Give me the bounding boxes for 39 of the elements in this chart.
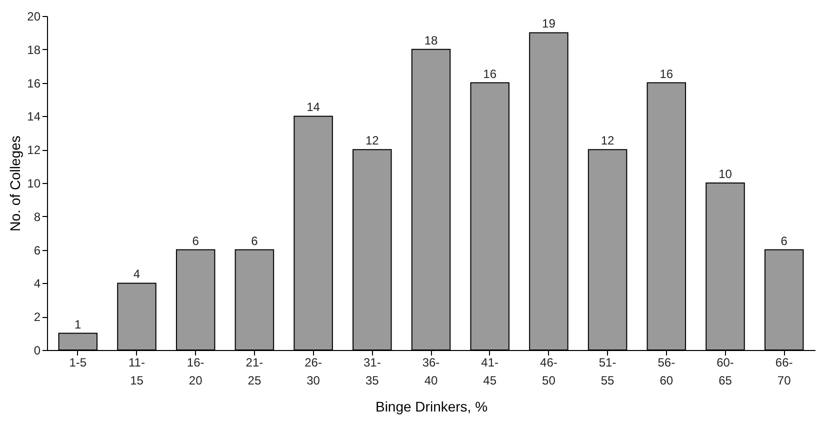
x-tick-label: 66- 70 (775, 356, 793, 388)
y-tick-label: 16 (27, 76, 41, 90)
y-tick-label: 0 (34, 344, 41, 358)
data-label: 6 (192, 234, 200, 248)
y-tick-label: 14 (27, 110, 41, 124)
data-label: 16 (483, 66, 497, 81)
y-tick-label: 12 (27, 143, 41, 158)
data-label: 12 (365, 134, 380, 148)
y-tick-label: 20 (27, 10, 41, 24)
y-tick-label: 18 (27, 42, 41, 57)
data-label: 12 (600, 134, 615, 148)
x-tick-label: 31- 35 (363, 356, 381, 388)
y-tick-label: 8 (34, 210, 41, 224)
data-label: 14 (306, 100, 320, 114)
data-label: 18 (424, 33, 438, 48)
x-tick-label: 1-5 (69, 356, 87, 370)
x-tick-label: 60- 65 (716, 356, 734, 388)
x-tick-label: 51- 55 (598, 356, 616, 388)
x-axis-title: Binge Drinkers, % (375, 398, 488, 414)
y-tick-label: 2 (34, 310, 41, 324)
data-label: 6 (251, 234, 258, 248)
x-tick-label: 26- 30 (304, 356, 322, 388)
x-tick-label: 41- 45 (481, 356, 499, 388)
x-tick-label: 21- 25 (246, 356, 264, 388)
data-label: 16 (660, 66, 674, 81)
x-tick-label: 46- 50 (540, 356, 558, 388)
data-label: 10 (718, 167, 732, 181)
y-tick-label: 10 (27, 176, 41, 190)
data-label: 1 (74, 317, 82, 332)
x-tick-label: 56- 60 (658, 356, 676, 388)
x-tick-label: 36- 40 (422, 356, 440, 388)
data-label: 19 (542, 16, 556, 31)
data-label: 6 (780, 234, 788, 248)
y-tick-label: 4 (34, 276, 41, 291)
y-axis-title: No. of Colleges (7, 136, 24, 232)
data-label: 4 (133, 267, 140, 282)
y-tick-label: 6 (34, 243, 41, 258)
x-tick-label: 11- 15 (128, 356, 145, 388)
x-tick-label: 16- 20 (186, 356, 204, 388)
